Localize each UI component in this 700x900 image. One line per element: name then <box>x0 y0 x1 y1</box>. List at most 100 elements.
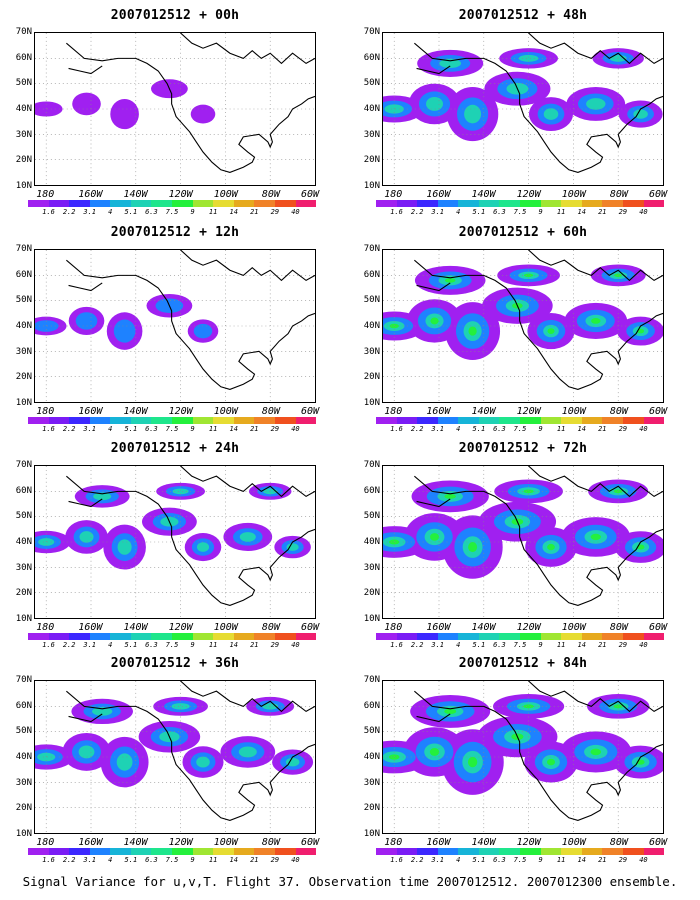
lat-label: 30N <box>15 562 32 573</box>
variance-contour <box>586 98 606 110</box>
lon-label: 140W <box>471 406 496 417</box>
variance-contour <box>93 492 112 501</box>
colorbar-label: 14 <box>229 208 238 216</box>
colorbar-label: 4 <box>456 208 461 216</box>
colorbar-label: 21 <box>598 425 607 433</box>
lat-label: 70N <box>363 27 380 37</box>
colorbar-swatch <box>28 848 49 855</box>
colorbar-swatch <box>376 848 397 855</box>
coastline <box>66 42 315 173</box>
colorbar-label: 9 <box>538 425 543 433</box>
lon-label: 160W <box>78 622 103 633</box>
colorbar-label: 40 <box>291 641 300 649</box>
lat-label: 20N <box>363 372 380 383</box>
colorbar-swatch <box>458 633 479 640</box>
panel-title: 2007012512 + 24h <box>110 441 240 456</box>
lat-label: 40N <box>15 537 32 547</box>
colorbar-label: 6.3 <box>145 641 158 649</box>
variance-contour <box>117 539 132 555</box>
variance-contour <box>464 104 482 124</box>
variance-contour <box>426 96 443 111</box>
colorbar-label: 3.1 <box>83 641 97 649</box>
colorbar-swatch <box>520 848 541 855</box>
colorbar-label: 40 <box>291 856 300 864</box>
colorbar-label: 5.1 <box>124 856 138 864</box>
lon-label: 60W <box>648 622 668 633</box>
lon-label: 100W <box>561 837 586 848</box>
colorbar-swatch <box>643 417 665 424</box>
lat-label: 20N <box>363 155 380 166</box>
colorbar-label: 3.1 <box>83 856 97 864</box>
colorbar-label: 11 <box>208 425 218 433</box>
lat-label: 10N <box>15 181 32 191</box>
colorbar-swatch <box>69 417 90 424</box>
coastline <box>66 690 315 821</box>
lat-label: 60N <box>15 485 32 496</box>
colorbar-label: 6.3 <box>145 425 158 433</box>
colorbar-swatch <box>417 417 438 424</box>
lon-label: 100W <box>213 622 238 633</box>
variance-contour <box>429 748 440 756</box>
colorbar-label: 1.6 <box>390 208 403 216</box>
colorbar-label: 6.3 <box>145 208 158 216</box>
colorbar-swatch <box>520 200 541 207</box>
lon-label: 160W <box>78 406 103 417</box>
coastline <box>68 713 103 723</box>
colorbar-label: 29 <box>618 641 628 649</box>
colorbar <box>28 200 317 207</box>
colorbar-swatch <box>540 417 562 424</box>
lon-label: 160W <box>426 406 451 417</box>
colorbar-swatch <box>110 848 131 855</box>
lat-label: 40N <box>363 752 380 762</box>
colorbar-swatch <box>233 417 255 424</box>
colorbar-label: 2.2 <box>410 641 424 649</box>
colorbar-label: 2.2 <box>62 856 76 864</box>
lon-label: 120W <box>516 622 541 633</box>
colorbar-swatch <box>213 200 234 207</box>
colorbar-label: 2.2 <box>62 425 76 433</box>
colorbar-swatch <box>295 633 317 640</box>
colorbar-label: 6.3 <box>493 641 506 649</box>
coastline <box>180 681 315 713</box>
colorbar-swatch <box>48 417 70 424</box>
coastline <box>414 690 663 821</box>
lon-label: 100W <box>213 837 238 848</box>
lon-label: 180 <box>384 189 403 200</box>
colorbar-swatch <box>602 200 623 207</box>
variance-map <box>383 33 663 185</box>
colorbar-label: 14 <box>229 641 238 649</box>
colorbar-swatch <box>274 417 296 424</box>
colorbar-label: 5.1 <box>124 208 138 216</box>
map-panel <box>382 465 664 619</box>
lon-label: 80W <box>261 406 280 417</box>
colorbar-swatch <box>274 633 296 640</box>
lon-label: 80W <box>261 189 280 200</box>
colorbar-label: 3.1 <box>431 641 445 649</box>
lon-label: 60W <box>300 189 320 200</box>
lat-label: 30N <box>15 129 32 140</box>
colorbar-swatch <box>581 417 603 424</box>
coastline <box>528 466 663 498</box>
colorbar-label: 2.2 <box>410 208 424 216</box>
colorbar-label: 9 <box>190 641 195 649</box>
colorbar-swatch <box>520 417 541 424</box>
lon-label: 180 <box>36 406 55 417</box>
colorbar-swatch <box>130 633 152 640</box>
colorbar-label: 11 <box>208 208 218 216</box>
colorbar-swatch <box>89 417 111 424</box>
colorbar-swatch <box>69 848 90 855</box>
lat-label: 60N <box>15 269 32 280</box>
lat-label: 20N <box>15 803 32 814</box>
lon-label: 100W <box>561 406 586 417</box>
lon-label: 100W <box>561 622 586 633</box>
colorbar-swatch <box>581 633 603 640</box>
lat-label: 40N <box>15 321 32 331</box>
coastline <box>414 42 663 173</box>
variance-contour <box>523 704 534 709</box>
lat-label: 40N <box>363 321 380 331</box>
variance-contour <box>547 543 555 551</box>
colorbar-swatch <box>274 200 296 207</box>
colorbar-label: 21 <box>598 641 607 649</box>
colorbar-swatch <box>254 848 275 855</box>
